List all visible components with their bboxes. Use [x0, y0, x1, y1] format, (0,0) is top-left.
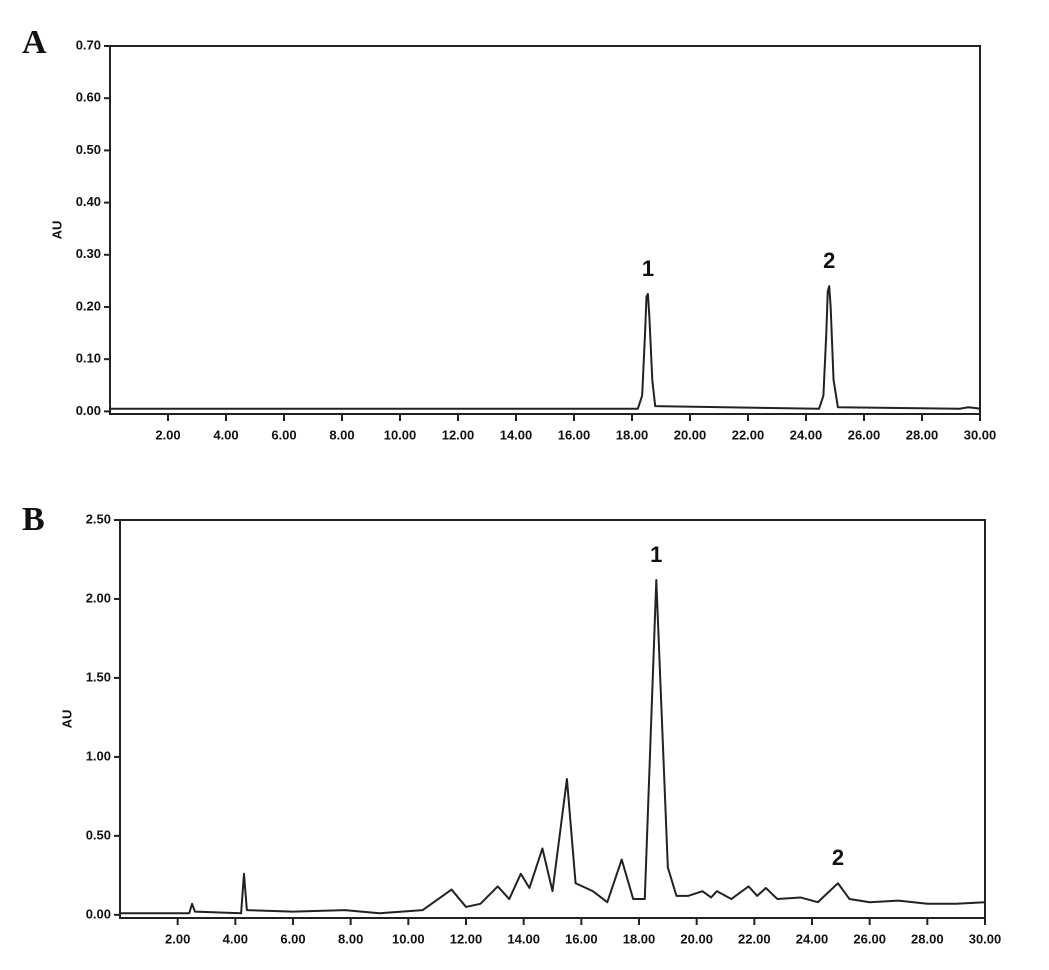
y-tick-label: 2.50 [86, 511, 111, 526]
x-tick-label: 2.00 [155, 427, 180, 442]
y-tick-label: 0.40 [76, 194, 101, 209]
x-tick-label: 18.00 [623, 931, 656, 946]
x-tick-label: 12.00 [442, 427, 475, 442]
plot-frame [109, 45, 981, 415]
x-tick-label: 20.00 [674, 427, 707, 442]
y-tick-label: 0.60 [76, 90, 101, 105]
x-tick-label: 16.00 [565, 931, 598, 946]
y-tick-label: 0.50 [86, 827, 111, 842]
panel-label: B [22, 501, 45, 538]
x-tick-label: 10.00 [384, 427, 417, 442]
y-tick-label: 0.70 [76, 37, 101, 52]
peak-annotation: 2 [823, 248, 835, 273]
x-tick-label: 20.00 [680, 931, 713, 946]
peak-annotation: 1 [650, 542, 662, 567]
peak-annotation: 1 [642, 256, 654, 281]
chromatogram-line [110, 285, 981, 410]
x-tick-label: 28.00 [911, 931, 944, 946]
x-tick-label: 8.00 [329, 427, 354, 442]
y-tick-label: 0.30 [76, 246, 101, 261]
y-axis-label: AU [49, 221, 64, 240]
x-tick-label: 18.00 [616, 427, 649, 442]
y-tick-label: 0.00 [76, 403, 101, 418]
x-tick-label: 26.00 [853, 931, 886, 946]
x-tick-label: 24.00 [790, 427, 823, 442]
x-tick-label: 26.00 [848, 427, 881, 442]
x-tick-label: 6.00 [280, 931, 305, 946]
chromatogram-line [120, 579, 986, 915]
y-tick-label: 1.50 [86, 669, 111, 684]
x-tick-label: 30.00 [969, 931, 1002, 946]
y-tick-label: 0.20 [76, 298, 101, 313]
x-tick-label: 14.00 [500, 427, 533, 442]
x-tick-label: 2.00 [165, 931, 190, 946]
peak-annotation: 2 [832, 845, 844, 870]
x-tick-label: 22.00 [738, 931, 771, 946]
panel-label: A [22, 24, 47, 61]
x-tick-label: 10.00 [392, 931, 425, 946]
x-tick-label: 24.00 [796, 931, 829, 946]
plot-frame [119, 519, 986, 919]
y-tick-label: 1.00 [86, 748, 111, 763]
x-tick-label: 8.00 [338, 931, 363, 946]
x-tick-label: 30.00 [964, 427, 997, 442]
x-tick-label: 22.00 [732, 427, 765, 442]
y-axis-label: AU [59, 710, 74, 729]
x-tick-label: 4.00 [213, 427, 238, 442]
x-tick-label: 16.00 [558, 427, 591, 442]
x-tick-label: 6.00 [271, 427, 296, 442]
y-tick-label: 2.00 [86, 590, 111, 605]
y-tick-label: 0.50 [76, 142, 101, 157]
x-tick-label: 28.00 [906, 427, 939, 442]
x-tick-label: 4.00 [223, 931, 248, 946]
y-tick-label: 0.00 [86, 906, 111, 921]
x-tick-label: 12.00 [450, 931, 483, 946]
y-tick-label: 0.10 [76, 351, 101, 366]
x-tick-label: 14.00 [507, 931, 540, 946]
